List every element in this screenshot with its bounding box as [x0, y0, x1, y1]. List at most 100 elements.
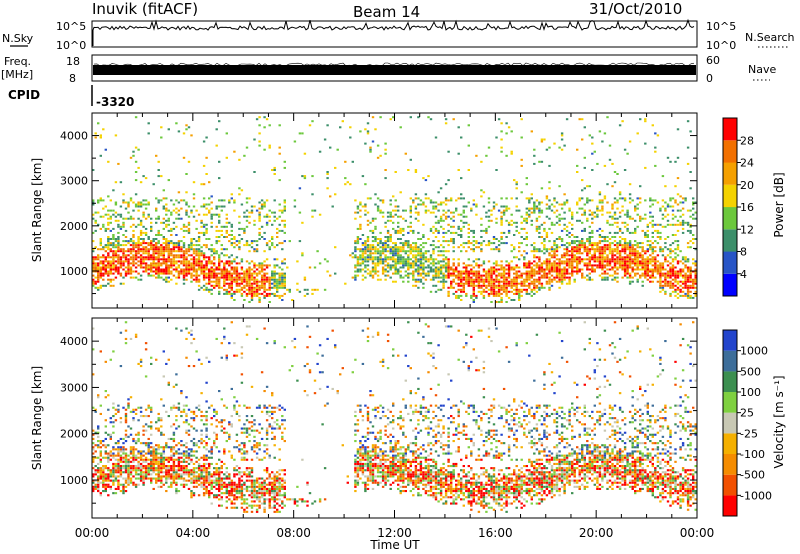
- heatmap-cell: [316, 288, 319, 291]
- heatmap-cell: [374, 236, 377, 238]
- heatmap-cell: [467, 280, 470, 283]
- heatmap-cell: [669, 262, 672, 265]
- heatmap-cell: [649, 276, 652, 279]
- colorbar-tick-label: 16: [740, 201, 754, 214]
- heatmap-cell: [208, 280, 211, 283]
- heatmap-cell: [268, 278, 271, 281]
- heatmap-cell: [414, 205, 418, 208]
- heatmap-cell: [361, 248, 365, 251]
- heatmap-cell: [150, 229, 153, 232]
- heatmap-cell: [99, 256, 102, 259]
- heatmap-cell: [450, 197, 453, 200]
- heatmap-cell: [119, 225, 123, 228]
- heatmap-cell: [482, 282, 486, 285]
- heatmap-cell: [119, 475, 123, 478]
- heatmap-cell: [439, 272, 443, 275]
- heatmap-cell: [167, 248, 170, 251]
- heatmap-cell: [124, 417, 128, 420]
- heatmap-cell: [558, 278, 561, 281]
- heatmap-cell: [359, 223, 362, 226]
- heatmap-cell: [407, 225, 410, 228]
- heatmap-cell: [412, 274, 415, 277]
- heatmap-cell: [628, 266, 632, 269]
- heatmap-cell: [513, 221, 516, 224]
- heatmap-cell: [442, 250, 445, 253]
- heatmap-cell: [99, 467, 102, 470]
- heatmap-cell: [185, 173, 188, 175]
- heatmap-cell: [190, 274, 193, 277]
- heatmap-cell: [97, 471, 100, 474]
- heatmap-cell: [172, 248, 176, 251]
- heatmap-cell: [432, 250, 435, 253]
- heatmap-cell: [94, 280, 97, 283]
- heatmap-cell: [218, 213, 221, 216]
- heatmap-cell: [356, 242, 360, 245]
- heatmap-cell: [447, 209, 450, 212]
- heatmap-cell: [124, 415, 128, 418]
- heatmap-cell: [480, 284, 483, 287]
- heatmap-cell: [132, 419, 135, 422]
- heatmap-cell: [518, 294, 521, 297]
- heatmap-cell: [155, 248, 158, 251]
- heatmap-cell: [404, 260, 407, 263]
- heatmap-cell: [260, 280, 264, 283]
- heatmap-cell: [200, 260, 203, 263]
- heatmap-cell: [492, 236, 496, 238]
- heatmap-cell: [500, 205, 503, 208]
- heatmap-cell: [122, 264, 125, 267]
- heatmap-cell: [97, 201, 100, 204]
- heatmap-cell: [364, 244, 367, 247]
- heatmap-cell: [192, 250, 196, 253]
- heatmap-cell: [540, 187, 544, 190]
- heatmap-cell: [535, 248, 539, 251]
- heatmap-cell: [192, 244, 196, 247]
- heatmap-cell: [634, 231, 637, 234]
- heatmap-cell: [94, 483, 97, 486]
- heatmap-cell: [137, 460, 140, 463]
- heatmap-cell: [200, 205, 203, 208]
- heatmap-cell: [613, 262, 617, 265]
- heatmap-cell: [112, 252, 115, 255]
- heatmap-cell: [197, 250, 201, 253]
- heatmap-cell: [200, 219, 203, 222]
- heatmap-cell: [139, 238, 143, 240]
- heatmap-cell: [124, 440, 128, 443]
- heatmap-cell: [553, 262, 556, 265]
- heatmap-cell: [361, 252, 365, 255]
- heatmap-cell: [129, 471, 133, 474]
- heatmap-cell: [455, 270, 458, 273]
- heatmap-cell: [626, 223, 629, 226]
- heatmap-cell: [659, 278, 662, 281]
- heatmap-cell: [686, 229, 690, 232]
- heatmap-cell: [392, 221, 395, 224]
- heatmap-cell: [248, 278, 251, 281]
- heatmap-cell: [394, 250, 397, 253]
- heatmap-cell: [528, 262, 531, 265]
- heatmap-cell: [497, 294, 501, 297]
- heatmap-cell: [94, 456, 97, 459]
- heatmap-cell: [107, 408, 110, 411]
- heatmap-cell: [538, 266, 541, 269]
- heatmap-cell: [112, 448, 115, 451]
- heatmap-cell: [417, 231, 420, 234]
- heatmap-cell: [132, 254, 135, 257]
- heatmap-cell: [646, 250, 649, 253]
- heatmap-cell: [94, 266, 97, 269]
- heatmap-cell: [109, 199, 112, 202]
- heatmap-cell: [664, 207, 667, 210]
- heatmap-cell: [457, 288, 460, 291]
- heatmap-cell: [485, 211, 488, 214]
- heatmap-cell: [258, 211, 261, 214]
- heatmap-cell: [134, 458, 138, 461]
- heatmap-cell: [540, 223, 544, 226]
- heatmap-cell: [480, 276, 483, 279]
- heatmap-cell: [162, 254, 165, 257]
- heatmap-cell: [606, 221, 609, 224]
- heatmap-cell: [253, 171, 256, 173]
- heatmap-cell: [545, 207, 549, 210]
- heatmap-cell: [376, 144, 380, 147]
- heatmap-cell: [359, 256, 362, 259]
- heatmap-cell: [205, 173, 208, 175]
- heatmap-cell: [258, 296, 261, 299]
- heatmap-cell: [611, 260, 614, 263]
